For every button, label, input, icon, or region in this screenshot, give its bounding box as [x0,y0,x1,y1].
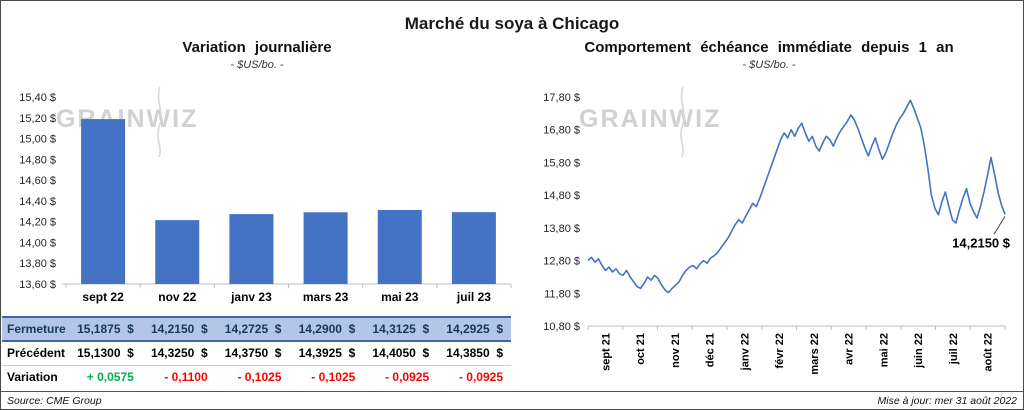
y-axis-label: 11,80 $ [544,288,580,300]
price-cell: 14,3250 $ [141,341,216,366]
x-axis-label: janv 22 [739,333,751,371]
bar-chart-title: Variation journalière [182,39,332,56]
page-title: Marché du soya à Chicago [404,14,620,33]
x-axis-label: mai 22 [878,333,890,367]
x-axis-label: janv 23 [230,290,272,304]
y-axis-label: 17,80 $ [543,92,580,104]
bar-chart-subtitle: - $US/bo. - [230,59,284,71]
row-label: Fermeture [2,316,68,342]
bar [451,212,496,284]
annotation-leader-line [993,216,1006,235]
row-label: Variation [7,370,58,385]
bar-chart: 15,40 $ 15,20 $ 15,00 $ 14,80 $ 14,60 $ 14,40… [19,92,512,304]
y-axis-label: 12,80 $ [543,256,580,268]
footer: Source: CME Group Mise à jour: mer 31 ao… [1,391,1023,409]
x-axis-label: juil 22 [948,333,960,365]
x-axis-label: août 22 [983,333,995,372]
x-axis-label: sept 22 [82,290,124,304]
row-label: Précédent [2,341,68,366]
price-cell: 14,4050 $ [363,341,438,366]
y-axis-label: 15,00 $ [19,134,56,146]
grainwiz-watermark: GRAINWIZ [56,86,199,158]
price-cell: 14,3925 $ [289,341,364,366]
price-cell: + 0,0575 [86,370,134,385]
y-axis-label: 13,80 $ [543,223,580,235]
line-chart-subtitle: - $US/bo. - [742,59,796,71]
x-axis-label: mai 23 [381,290,419,304]
x-axis-label: nov 21 [670,333,682,368]
y-axis-label: 15,20 $ [19,113,56,125]
x-axis-label: mars 22 [809,333,821,375]
price-cell: - 0,0925 [458,370,503,385]
watermark-text: GRAINWIZ [56,105,199,133]
y-axis-label: 13,60 $ [19,279,56,291]
y-axis-label: 14,80 $ [19,154,56,166]
line-chart: 17,80 $ 16,80 $ 15,80 $ 14,80 $ 13,80 $ 12,80… [543,92,1011,375]
price-table: Fermeture 15,1875 $14,2150 $14,2725 $14,2… [2,316,511,389]
x-axis-label: nov 22 [158,290,196,304]
x-axis-label: juil 23 [456,290,491,304]
price-cell: 14,3125 $ [363,316,438,342]
price-cell: 14,2150 $ [141,316,216,342]
price-cell: 14,3850 $ [437,341,511,366]
line-chart-title: Comportement échéance immédiate depuis 1… [584,39,954,56]
grain-stalk-icon [157,86,162,158]
x-axis-label: sept 21 [600,333,612,371]
y-axis-label: 14,80 $ [543,190,580,202]
bar [303,212,348,284]
x-axis-label: déc 21 [705,333,717,367]
bar [155,220,200,284]
price-cell: 14,2900 $ [289,316,364,342]
price-cell: 14,2725 $ [215,316,290,342]
watermark-text: GRAINWIZ [579,105,722,133]
price-cell: 14,2925 $ [437,316,511,342]
x-axis-label: avr 22 [844,333,856,365]
price-cell: 15,1875 $ [68,316,142,342]
y-axis-label: 14,20 $ [19,217,56,229]
price-cell: 14,3750 $ [215,341,290,366]
source-label: Source: CME Group [7,395,102,407]
price-line [587,99,1006,294]
x-axis-label: oct 21 [635,333,647,365]
bar [229,214,274,284]
updated-label: Mise à jour: mer 31 août 2022 [877,395,1018,407]
y-axis-label: 14,00 $ [19,237,56,249]
y-axis-label: 14,40 $ [19,196,56,208]
last-price-annotation: 14,2150 $ [952,235,1011,250]
x-axis-label: mars 23 [303,290,349,304]
x-axis-label: févr 22 [774,333,786,368]
y-axis-label: 10,80 $ [543,321,580,333]
table-row-fermeture: Fermeture 15,1875 $14,2150 $14,2725 $14,2… [2,316,511,342]
price-cell: 15,1300 $ [68,341,142,366]
y-axis-label: 14,60 $ [19,175,56,187]
bar [81,119,126,284]
price-cell: - 0,1025 [237,370,282,385]
y-axis-label: 16,80 $ [543,125,580,137]
price-cell: - 0,0925 [385,370,430,385]
x-axis-label: juin 22 [913,333,925,369]
y-axis-label: 15,80 $ [543,157,580,169]
y-axis-label: 13,80 $ [19,258,56,270]
bar [377,210,422,284]
grainwiz-watermark: GRAINWIZ [579,86,722,158]
grain-stalk-icon [680,86,685,158]
table-row-variation: Variation + 0,0575 - 0,1100 - 0,1025 - 0,102… [2,365,511,389]
price-cell: - 0,1025 [311,370,356,385]
y-axis-label: 15,40 $ [19,92,56,104]
price-cell: - 0,1100 [164,370,208,385]
table-row-precedent: Précédent 15,1300 $14,3250 $14,3750 $14,3… [2,341,511,366]
